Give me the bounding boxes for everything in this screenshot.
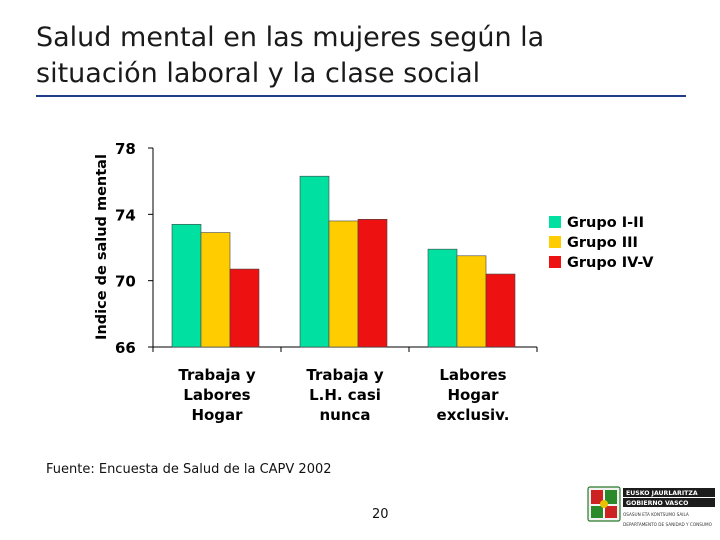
legend-label: Grupo III bbox=[567, 235, 638, 251]
y-tick-label: 70 bbox=[115, 273, 136, 291]
x-category-label: nunca bbox=[319, 406, 370, 424]
bar bbox=[427, 248, 458, 348]
logo-line-1: EUSKO JAURLARITZA bbox=[626, 490, 698, 497]
source-note: Fuente: Encuesta de Salud de la CAPV 200… bbox=[46, 462, 332, 477]
x-category-label: Trabaja y bbox=[178, 366, 255, 384]
x-category-label: Hogar bbox=[447, 386, 499, 404]
slide-title-line-2: situación laboral y la clase social bbox=[36, 58, 481, 89]
slide-title-line-1: Salud mental en las mujeres según la bbox=[36, 22, 545, 53]
x-category-label: Trabaja y bbox=[306, 366, 383, 384]
y-tick-label: 78 bbox=[115, 140, 136, 158]
legend-swatch bbox=[549, 256, 561, 268]
bar-chart: 66 70 74 78 Indice de salud mental Trabaja y L… bbox=[94, 140, 654, 424]
bar bbox=[171, 223, 202, 348]
slide-title: Salud mental en las mujeres según la situ… bbox=[36, 20, 696, 92]
bar bbox=[200, 232, 231, 348]
legend-label: Grupo IV-V bbox=[567, 255, 654, 271]
bar bbox=[456, 255, 487, 348]
x-category-label: Labores bbox=[439, 366, 506, 384]
logo-dept-2: DEPARTAMENTO DE SANIDAD Y CONSUMO bbox=[623, 522, 713, 527]
y-tick-label: 66 bbox=[115, 339, 136, 357]
x-category-label: exclusiv. bbox=[437, 406, 510, 424]
coat-of-arms-emblem bbox=[587, 486, 621, 522]
bar bbox=[328, 220, 359, 348]
bar bbox=[357, 219, 388, 348]
bar bbox=[229, 268, 260, 348]
title-underline bbox=[36, 95, 686, 97]
x-category-label: Hogar bbox=[191, 406, 243, 424]
page-number: 20 bbox=[372, 507, 389, 522]
legend-swatch bbox=[549, 236, 561, 248]
y-tick-label: 74 bbox=[115, 206, 136, 224]
logo-dept-1: OSASUN ETA KONTSUMO SAILA bbox=[623, 512, 689, 517]
legend-swatch bbox=[549, 216, 561, 228]
x-category-label: L.H. casi bbox=[309, 386, 381, 404]
legend-label: Grupo I-II bbox=[567, 215, 644, 231]
logo-line-2: GOBIERNO VASCO bbox=[626, 500, 688, 507]
x-category-label: Labores bbox=[183, 386, 250, 404]
y-axis-title: Indice de salud mental bbox=[94, 154, 110, 340]
bar bbox=[485, 273, 516, 348]
bar bbox=[299, 175, 330, 348]
basque-government-logo: EUSKO JAURLARITZA GOBIERNO VASCO OSASUN … bbox=[587, 486, 715, 527]
